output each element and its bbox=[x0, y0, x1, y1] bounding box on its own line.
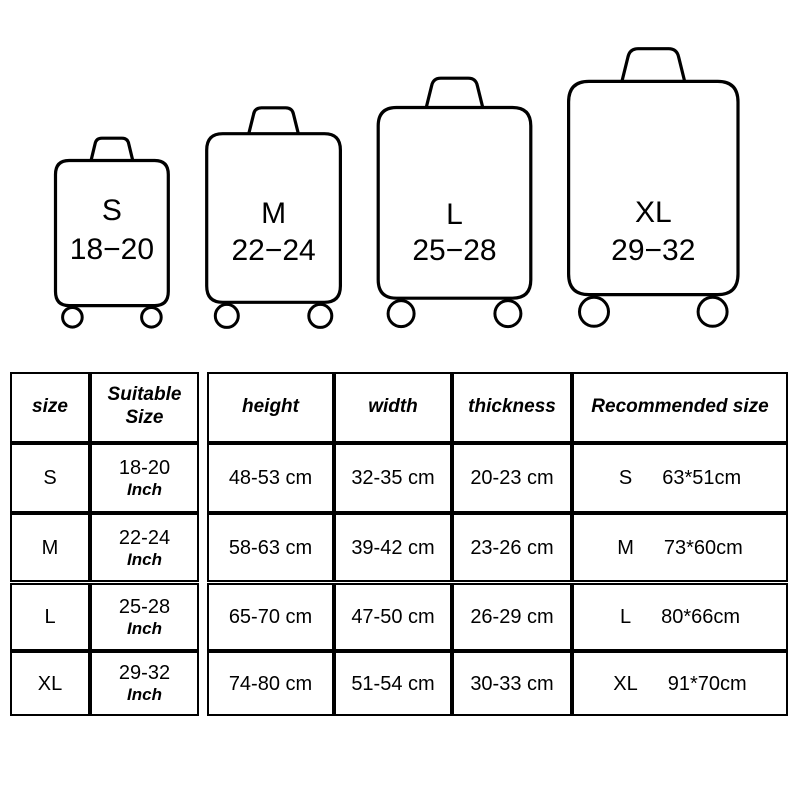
svg-text:29−32: 29−32 bbox=[611, 234, 695, 267]
svg-text:M: M bbox=[261, 197, 286, 230]
svg-text:18−20: 18−20 bbox=[70, 233, 154, 266]
svg-text:XL: XL bbox=[635, 196, 672, 229]
svg-text:S: S bbox=[102, 194, 122, 227]
svg-text:25−28: 25−28 bbox=[412, 234, 496, 267]
svg-text:L: L bbox=[446, 198, 463, 231]
svg-text:22−24: 22−24 bbox=[231, 234, 315, 267]
